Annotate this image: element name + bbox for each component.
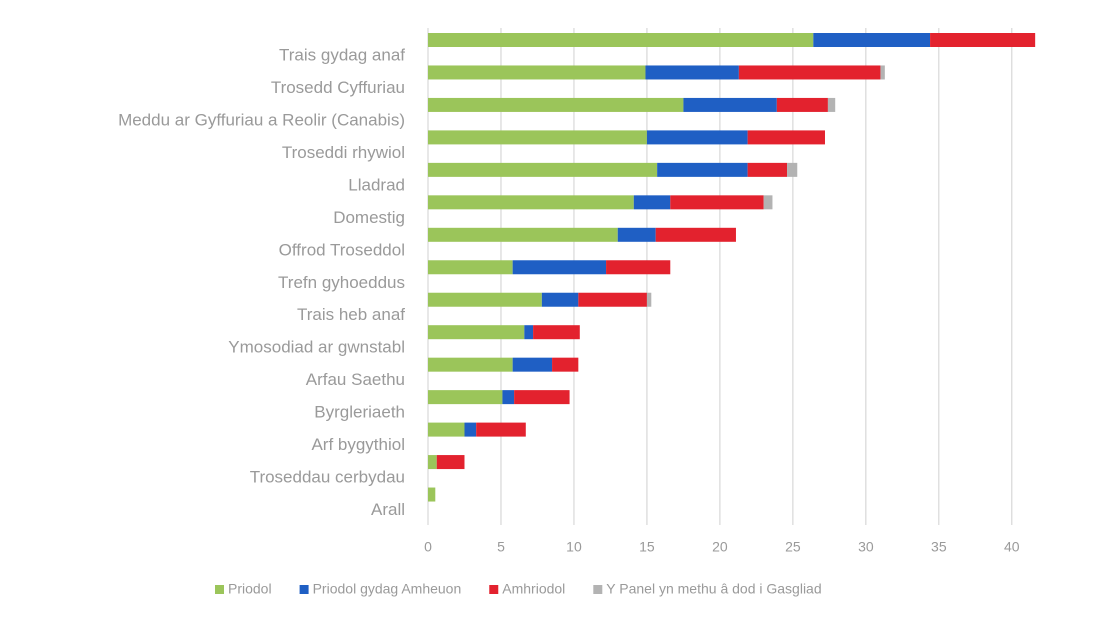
bar-segment (747, 130, 825, 145)
bar-segment (578, 292, 647, 307)
category-label: Offrod Troseddol (279, 240, 405, 259)
bar-segment (813, 33, 931, 47)
x-tick-label: 30 (858, 539, 874, 555)
bar-segment (428, 455, 437, 470)
category-label: Trosedd Cyffuriau (271, 78, 405, 97)
bar-segment (645, 65, 739, 80)
bar-segment (428, 390, 503, 405)
bar-segment (606, 260, 671, 275)
bar-segment (436, 455, 465, 470)
bar-segment (541, 292, 579, 307)
x-tick-label: 10 (566, 539, 582, 555)
category-label: Trefn gyhoeddus (278, 273, 405, 292)
x-tick-label: 20 (712, 539, 728, 555)
bar-segment (428, 422, 465, 437)
bar-segment (552, 357, 579, 372)
category-label: Ymosodiad ar gwnstabl (228, 338, 405, 357)
bar-segment (827, 97, 836, 112)
bar-segment (930, 33, 1036, 47)
legend-label: Priodol gydag Amheuon (313, 581, 462, 597)
bar-segment (655, 227, 736, 242)
bar-segment (683, 97, 777, 112)
bar-segment (514, 390, 570, 405)
legend-swatch (593, 585, 603, 594)
bar-segment (428, 260, 513, 275)
bar-segment (428, 325, 525, 340)
bar-segment (464, 422, 477, 437)
legend-swatch (215, 585, 224, 594)
x-tick-label: 0 (424, 539, 432, 555)
legend-swatch (489, 585, 499, 594)
bar-segment (657, 162, 748, 177)
bar-segment (428, 130, 647, 145)
legend-label: Priodol (228, 581, 272, 597)
category-label: Arfau Saethu (306, 370, 405, 389)
bar-segment (428, 65, 646, 80)
x-tick-label: 35 (931, 539, 947, 555)
bar-segment (502, 390, 515, 405)
legend-swatch (299, 585, 309, 594)
bar-segment (428, 487, 436, 502)
bar-segment (646, 292, 652, 307)
category-label: Arf bygythiol (311, 435, 405, 454)
bar-segment (533, 325, 580, 340)
category-label: Byrgleriaeth (314, 403, 405, 422)
category-label: Troseddi rhywiol (282, 143, 405, 162)
x-tick-label: 5 (497, 539, 505, 555)
bar-segment (428, 227, 618, 242)
bar-segment (738, 65, 881, 80)
category-label: Meddu ar Gyffuriau a Reolir (Canabis) (118, 110, 405, 129)
x-tick-label: 40 (1004, 539, 1020, 555)
bar-segment (428, 97, 684, 112)
x-tick-label: 25 (785, 539, 801, 555)
bar-segment (763, 195, 773, 210)
bar-segment (512, 357, 553, 372)
bar-segment (617, 227, 656, 242)
category-label: Troseddau cerbydau (250, 468, 405, 487)
bar-segment (428, 195, 634, 210)
x-tick-label: 15 (639, 539, 655, 555)
bar-segment (633, 195, 671, 210)
legend-label: Amhriodol (502, 581, 565, 597)
bar-segment (428, 33, 814, 47)
category-label: Lladrad (348, 175, 405, 194)
category-label: Trais gydag anaf (279, 45, 405, 64)
bar-segment (524, 325, 534, 340)
bar-segment (646, 130, 748, 145)
bar-segment (787, 162, 798, 177)
bar-segment (880, 65, 885, 80)
legend-label: Y Panel yn methu â dod i Gasgliad (606, 581, 821, 597)
bar-segment (670, 195, 764, 210)
bar-segment (776, 97, 828, 112)
category-label: Domestig (333, 208, 405, 227)
category-label: Trais heb anaf (297, 305, 405, 324)
bar-segment (428, 357, 513, 372)
bar-segment (428, 162, 658, 177)
bar-segment (512, 260, 607, 275)
category-label: Arall (371, 500, 405, 519)
bar-segment (747, 162, 788, 177)
bar-segment (476, 422, 526, 437)
bar-segment (428, 292, 542, 307)
